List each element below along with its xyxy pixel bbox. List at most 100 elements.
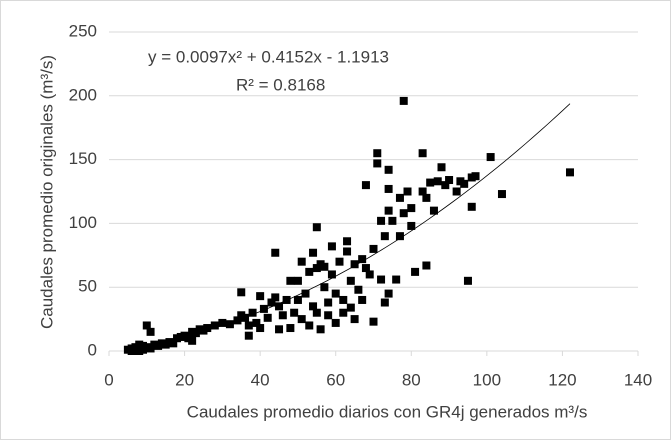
point <box>312 308 321 317</box>
point <box>377 216 386 225</box>
point <box>305 321 314 330</box>
y-tick-label: 100 <box>69 213 97 232</box>
point <box>407 221 416 230</box>
x-tick-label: 80 <box>402 370 421 389</box>
point <box>275 325 284 334</box>
point <box>188 336 197 345</box>
point <box>146 327 155 336</box>
point <box>309 248 318 257</box>
point <box>426 178 435 187</box>
point <box>437 163 446 172</box>
y-tick-label: 0 <box>88 340 97 359</box>
point <box>320 262 329 271</box>
point <box>271 293 280 302</box>
point <box>327 270 336 279</box>
point <box>411 267 420 276</box>
point <box>244 331 253 340</box>
point <box>422 261 431 270</box>
point <box>350 315 359 324</box>
x-tick-label: 20 <box>175 370 194 389</box>
point <box>441 181 450 190</box>
point <box>237 288 246 297</box>
point <box>203 324 212 333</box>
point <box>339 308 348 317</box>
point <box>399 209 408 218</box>
point <box>403 187 412 196</box>
point <box>290 308 299 317</box>
x-tick-label: 120 <box>548 370 576 389</box>
point <box>305 267 314 276</box>
point <box>388 216 397 225</box>
point <box>384 206 393 215</box>
x-tick-label: 40 <box>251 370 270 389</box>
point <box>335 257 344 266</box>
point <box>373 149 382 158</box>
point <box>384 289 393 298</box>
x-tick-label: 60 <box>326 370 345 389</box>
point <box>244 321 253 330</box>
point <box>331 318 340 327</box>
point <box>395 232 404 241</box>
point <box>350 260 359 269</box>
r-squared: R² = 0.8168 <box>236 75 325 94</box>
point <box>320 283 329 292</box>
point <box>343 247 352 256</box>
equation: y = 0.0097x² + 0.4152x - 1.1913 <box>148 47 389 66</box>
y-tick-label: 150 <box>69 149 97 168</box>
point <box>324 311 333 320</box>
x-axis-label: Caudales promedio diarios con GR4j gener… <box>187 402 588 421</box>
point <box>365 270 374 279</box>
point <box>210 321 219 330</box>
x-tick-label: 140 <box>624 370 652 389</box>
point <box>463 276 472 285</box>
point <box>252 318 261 327</box>
trendline <box>127 103 571 350</box>
point <box>380 232 389 241</box>
point <box>433 177 442 186</box>
point <box>392 275 401 284</box>
point <box>275 302 284 311</box>
point <box>429 206 438 215</box>
point <box>395 193 404 202</box>
point <box>467 202 476 211</box>
point <box>256 292 265 301</box>
point <box>354 285 363 294</box>
point <box>346 276 355 285</box>
point <box>259 304 268 313</box>
point <box>324 298 333 307</box>
point <box>286 276 295 285</box>
point <box>361 264 370 273</box>
point <box>377 275 386 284</box>
point <box>286 324 295 333</box>
point <box>225 320 234 329</box>
point <box>169 339 178 348</box>
point <box>278 311 287 320</box>
point <box>358 295 367 304</box>
point <box>358 255 367 264</box>
point <box>293 295 302 304</box>
point <box>297 257 306 266</box>
point <box>248 308 257 317</box>
point <box>301 289 310 298</box>
point <box>312 223 321 232</box>
point <box>422 193 431 202</box>
point <box>339 295 348 304</box>
point <box>384 184 393 193</box>
y-axis-label: Caudales promedio originales (m³/s) <box>37 55 56 329</box>
point <box>316 325 325 334</box>
y-tick-label: 50 <box>78 277 97 296</box>
point <box>373 159 382 168</box>
point <box>331 289 340 298</box>
point <box>380 298 389 307</box>
point <box>497 190 506 199</box>
x-tick-label: 0 <box>104 370 113 389</box>
point <box>346 303 355 312</box>
y-tick-label: 250 <box>69 21 97 40</box>
x-tick-label: 100 <box>473 370 501 389</box>
point <box>471 172 480 181</box>
point <box>445 176 454 185</box>
point <box>418 187 427 196</box>
point <box>565 168 574 177</box>
